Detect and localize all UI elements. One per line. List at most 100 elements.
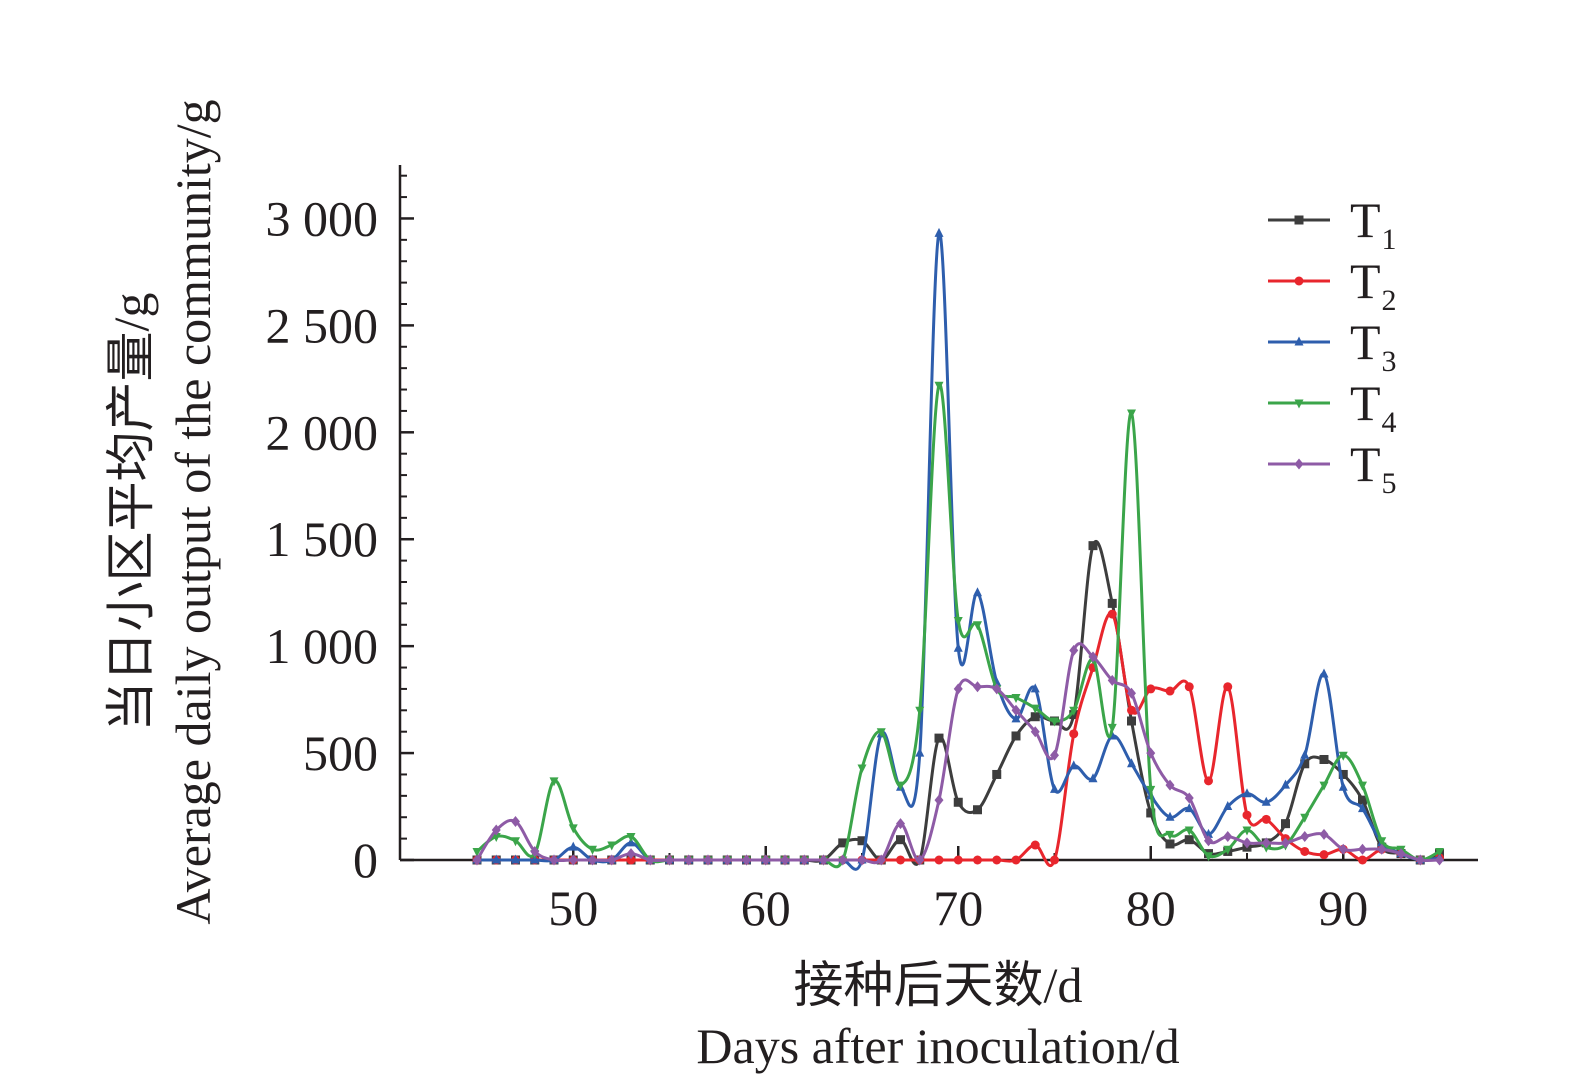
data-point-t5: [1204, 835, 1213, 847]
data-point-t3: [1281, 779, 1290, 789]
data-point-t4: [588, 845, 597, 855]
data-point-t5: [1338, 843, 1348, 855]
legend-swatch-marker: [1294, 276, 1304, 286]
data-point-t5: [857, 854, 867, 866]
data-point-t1: [838, 838, 848, 848]
data-point-t3: [1088, 773, 1098, 783]
data-point-t3: [1069, 760, 1079, 770]
data-point-t5: [1377, 843, 1387, 855]
data-point-t4: [896, 781, 905, 791]
data-point-t2: [1030, 840, 1040, 850]
data-point-t5: [1300, 830, 1310, 842]
x-tick-label: 60: [741, 880, 791, 936]
y-tick-label: 2 000: [266, 404, 379, 460]
data-point-t1: [1281, 819, 1290, 829]
data-point-t5: [973, 681, 982, 693]
data-point-t3: [568, 841, 578, 851]
data-point-t5: [1396, 848, 1406, 860]
data-point-t2: [1204, 776, 1213, 786]
data-point-t1: [1011, 731, 1021, 741]
data-point-t4: [1011, 693, 1021, 703]
data-point-t5: [645, 854, 655, 866]
data-point-t5: [915, 854, 925, 866]
data-point-t1: [1358, 795, 1367, 805]
y-tick-label: 1 500: [266, 511, 379, 567]
data-point-t1: [857, 836, 867, 846]
data-point-t4: [915, 706, 925, 716]
data-point-t1: [1165, 839, 1175, 849]
data-point-t4: [1127, 409, 1136, 419]
data-point-t2: [1184, 682, 1194, 692]
data-point-t5: [896, 818, 905, 830]
data-point-t4: [973, 621, 982, 631]
data-point-t4: [1165, 830, 1175, 840]
data-point-t5: [1050, 749, 1059, 761]
data-point-t5: [1281, 837, 1290, 849]
data-point-t5: [1127, 687, 1136, 699]
data-point-t4: [1435, 847, 1444, 857]
y-ticks: 0 500 1 000 1 500 2 000 2 500 3 000: [266, 174, 414, 888]
data-point-t1: [1300, 759, 1310, 769]
data-point-t5: [684, 854, 694, 866]
y-tick-label: 500: [303, 725, 378, 781]
data-point-t4: [857, 764, 867, 774]
data-point-t4: [472, 847, 482, 857]
data-point-t4: [491, 832, 501, 842]
data-point-t5: [1088, 651, 1098, 663]
data-point-t5: [953, 683, 963, 695]
series-t1: [472, 540, 1444, 866]
data-point-t3: [1184, 803, 1194, 813]
data-point-t1: [992, 769, 1002, 779]
series-t3: [472, 227, 1444, 871]
data-point-t3: [1358, 803, 1367, 813]
data-point-t5: [568, 854, 578, 866]
data-point-t4: [1338, 751, 1348, 761]
data-point-t4: [1184, 826, 1194, 836]
data-point-t4: [1319, 781, 1329, 791]
data-point-t4: [876, 728, 886, 738]
data-point-t3: [934, 227, 944, 237]
data-point-t2: [1242, 810, 1252, 820]
data-point-t2: [1261, 814, 1271, 824]
y-tick-label: 0: [353, 832, 378, 888]
legend-item-t1: T1: [1268, 192, 1397, 256]
data-point-t5: [1069, 644, 1079, 656]
data-point-t1: [1088, 541, 1098, 551]
data-point-t5: [1030, 726, 1040, 738]
data-point-t5: [1165, 779, 1175, 791]
data-point-t5: [1358, 843, 1367, 855]
series-line-t1: [477, 540, 1441, 866]
data-point-t5: [1184, 792, 1194, 804]
data-point-t3: [1242, 788, 1252, 798]
data-point-t4: [1030, 704, 1040, 714]
data-point-t2: [934, 855, 944, 865]
x-tick-label: 70: [933, 880, 983, 936]
data-point-t2: [1146, 684, 1156, 694]
y-tick-label: 2 500: [266, 297, 379, 353]
data-point-t2: [1069, 729, 1079, 739]
axes: 0 500 1 000 1 500 2 000 2 500 3 000 50 60 70 80 90: [266, 165, 1478, 936]
data-point-t3: [1011, 713, 1021, 723]
data-point-t3: [491, 854, 501, 864]
data-point-t5: [626, 848, 636, 860]
data-point-t5: [934, 794, 944, 806]
data-point-t1: [934, 733, 944, 743]
data-point-t2: [1165, 686, 1175, 696]
data-point-t4: [953, 616, 963, 626]
data-point-t2: [896, 855, 905, 865]
data-point-t4: [1223, 845, 1233, 855]
data-point-t5: [876, 854, 886, 866]
legend-item-t2: T2: [1268, 253, 1397, 317]
data-point-t3: [973, 587, 982, 597]
data-point-t1: [1127, 716, 1136, 726]
data-point-t4: [1050, 717, 1059, 727]
data-point-t5: [1242, 837, 1252, 849]
data-point-t2: [992, 855, 1002, 865]
data-point-t2: [1223, 682, 1233, 692]
data-point-t1: [973, 805, 982, 815]
data-point-t5: [1435, 854, 1444, 866]
data-point-t5: [780, 854, 790, 866]
data-point-t3: [1223, 801, 1233, 811]
